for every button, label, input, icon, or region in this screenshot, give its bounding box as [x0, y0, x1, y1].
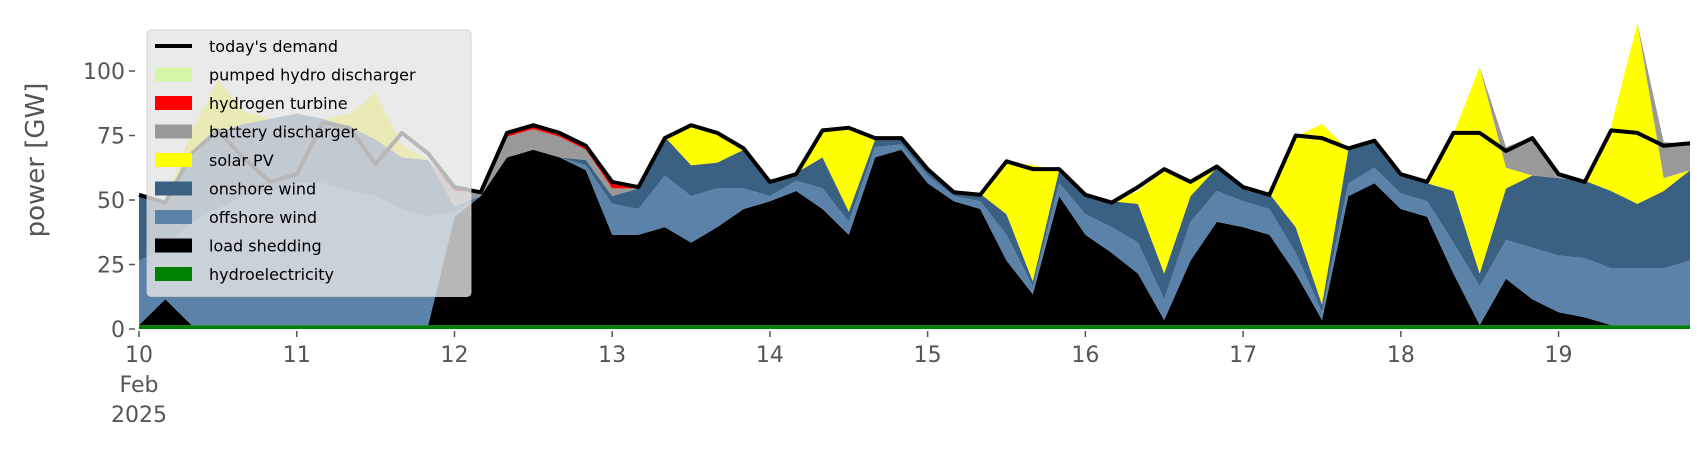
y-tick-label: 100: [83, 60, 125, 85]
legend-label: hydrogen turbine: [209, 94, 348, 113]
y-tick-label: 75: [97, 125, 125, 150]
legend-label: pumped hydro discharger: [209, 66, 416, 85]
x-tick-label: 15: [914, 343, 942, 368]
legend-swatch: [155, 124, 192, 139]
axes: 0 25 50 75 100 10 Feb 2025 11 12 13 14 15 16 17 18 19: [83, 60, 1573, 428]
legend-swatch: [155, 153, 192, 167]
y-tick-label: 50: [97, 189, 125, 214]
area: [139, 113, 1690, 313]
plot-area: [138, 23, 1691, 329]
x-tick-label: 19: [1545, 343, 1573, 368]
legend-box: [146, 29, 472, 297]
legend-label: load shedding: [209, 237, 322, 256]
legend-label: today's demand: [209, 37, 338, 56]
legend: today's demand pumped hydro discharger hyd…: [146, 29, 472, 297]
x-tick-label: 12: [440, 343, 468, 368]
area: [139, 149, 1690, 326]
legend-swatch: [155, 238, 192, 253]
legend-label: hydroelectricity: [209, 265, 334, 284]
legend-swatch: [155, 210, 192, 224]
x-tick-label: 17: [1229, 343, 1257, 368]
legend-swatch: [155, 267, 192, 281]
legend-swatch: [155, 67, 192, 82]
legend-label: onshore wind: [209, 180, 316, 199]
x-tick-label: 18: [1387, 343, 1415, 368]
x-tick-label: 10 Feb 2025: [111, 343, 167, 428]
x-tick-label: 14: [756, 343, 784, 368]
y-tick-label: 25: [97, 254, 125, 279]
legend-swatch: [155, 96, 192, 110]
area: [139, 23, 1690, 305]
x-tick-label: 16: [1071, 343, 1099, 368]
x-tick-label: 11: [283, 343, 311, 368]
legend-label: offshore wind: [209, 208, 317, 227]
legend-label: battery discharger: [209, 123, 357, 142]
area: [139, 325, 1690, 329]
legend-label: solar PV: [209, 151, 274, 170]
area: [139, 144, 1690, 326]
x-tick-label: 13: [598, 343, 626, 368]
y-tick-label: 0: [111, 318, 125, 343]
legend-swatch: [155, 181, 192, 196]
y-axis-label: power [GW]: [21, 83, 51, 238]
